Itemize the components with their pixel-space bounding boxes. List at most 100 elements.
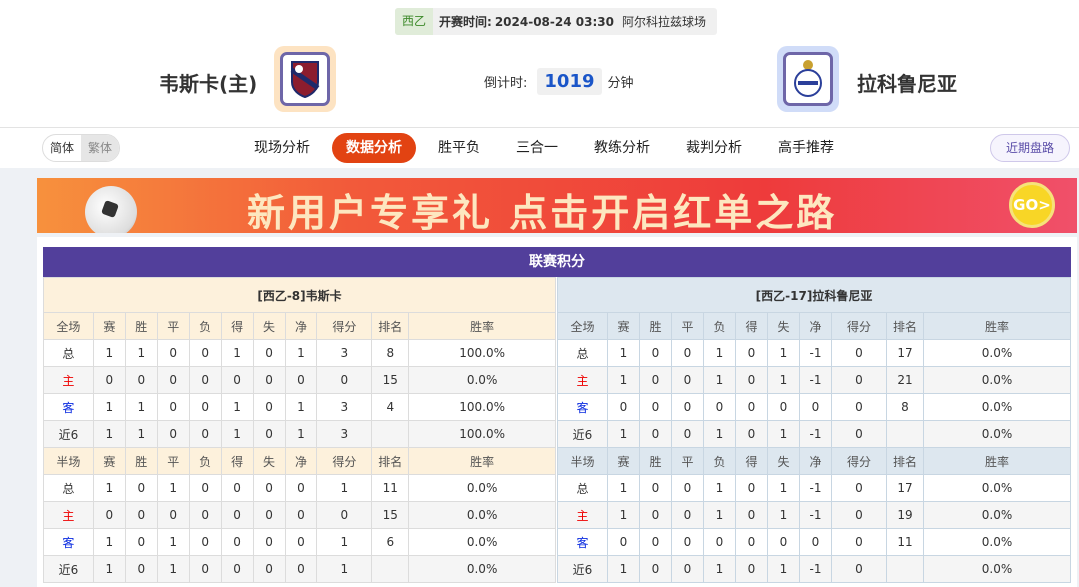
row-label: 主 <box>43 501 94 529</box>
cell: 0 <box>639 474 672 502</box>
tab-1[interactable]: 数据分析 <box>332 133 416 163</box>
cell: 0 <box>124 528 158 556</box>
cell: 0 <box>767 528 800 556</box>
row-label: 客 <box>43 393 94 421</box>
cell: 0 <box>735 393 768 421</box>
cell: 0.0% <box>408 474 556 502</box>
cell: 0.0% <box>923 420 1071 448</box>
row-label: 总 <box>43 474 94 502</box>
cell: 0.0% <box>408 366 556 394</box>
column-header: 负 <box>703 447 736 475</box>
row-label: 近6 <box>43 555 94 583</box>
table-row: 近6 1 0 0 1 0 1 -1 0 0.0% <box>557 555 1071 583</box>
column-header: 胜率 <box>923 312 1071 340</box>
cell: 0 <box>252 474 286 502</box>
cell: 1 <box>156 528 190 556</box>
cell: 0.0% <box>923 393 1071 421</box>
cell: -1 <box>799 501 832 529</box>
tab-3[interactable]: 三合一 <box>516 140 558 156</box>
cell: 1 <box>92 474 126 502</box>
cell: 0 <box>124 366 158 394</box>
cell: 0 <box>252 393 286 421</box>
cell: 0 <box>156 339 190 367</box>
cell: 0 <box>156 366 190 394</box>
cell: 1 <box>767 501 800 529</box>
column-header-row: 半场赛胜平负得失净得分 排名 胜率 <box>43 447 556 475</box>
cell: 1 <box>92 528 126 556</box>
cell: 1 <box>316 474 373 502</box>
column-header: 赛 <box>607 312 640 340</box>
table-row: 总 1 1 0 0 1 0 1 3 8 100.0% <box>43 339 556 367</box>
cell <box>886 555 924 583</box>
cell: 0 <box>639 555 672 583</box>
cell: 0 <box>831 366 887 394</box>
cell: 0.0% <box>923 474 1071 502</box>
cell: 0 <box>316 366 373 394</box>
cell <box>371 420 410 448</box>
column-header: 排名 <box>886 447 924 475</box>
away-team-name[interactable]: 拉科鲁尼亚 <box>857 72 957 96</box>
cell: 0 <box>831 555 887 583</box>
cell: 0 <box>220 474 254 502</box>
column-header-row: 全场赛胜平负得失净得分 排名 胜率 <box>43 312 556 340</box>
cell: 0.0% <box>923 501 1071 529</box>
nav-bar: 简体 繁体 现场分析 数据分析 胜平负 三合一 教练分析 裁判分析 高手推荐 近期盘路 <box>0 128 1079 168</box>
tab-5[interactable]: 裁判分析 <box>686 140 742 156</box>
row-label: 近6 <box>557 555 608 583</box>
cell: 0 <box>188 555 222 583</box>
cell <box>886 420 924 448</box>
cell: 3 <box>316 339 373 367</box>
table-row: 近6 1 0 1 0 0 0 0 1 0.0% <box>43 555 556 583</box>
cell: 21 <box>886 366 924 394</box>
cell: 0 <box>639 420 672 448</box>
cell: 1 <box>284 420 318 448</box>
cell: 0 <box>639 366 672 394</box>
cell: 0 <box>284 555 318 583</box>
column-header: 胜 <box>639 447 672 475</box>
go-button[interactable]: GO> <box>1009 182 1055 228</box>
cell: 1 <box>284 393 318 421</box>
promo-banner[interactable]: 新用户专享礼 点击开启红单之路 GO> <box>37 178 1077 233</box>
cell: 19 <box>886 501 924 529</box>
tab-2[interactable]: 胜平负 <box>438 140 480 156</box>
away-team-logo[interactable] <box>777 46 839 112</box>
table-row: 主 1 0 0 1 0 1 -1 0 19 0.0% <box>557 501 1071 529</box>
tab-6[interactable]: 高手推荐 <box>778 140 834 156</box>
column-header: 赛 <box>92 447 126 475</box>
cell: 1 <box>767 366 800 394</box>
row-label: 近6 <box>43 420 94 448</box>
cell: 0 <box>671 339 704 367</box>
kickoff-time: 2024-08-24 03:30 <box>494 14 614 29</box>
cell: 1 <box>284 339 318 367</box>
cell: 0 <box>703 528 736 556</box>
row-label: 总 <box>557 474 608 502</box>
cell: 0 <box>220 501 254 529</box>
cell: 0 <box>671 555 704 583</box>
column-header: 负 <box>703 312 736 340</box>
column-header: 排名 <box>371 447 410 475</box>
cell: 1 <box>316 528 373 556</box>
cell: 0 <box>124 501 158 529</box>
cell: 1 <box>767 420 800 448</box>
home-team-name[interactable]: 韦斯卡(主) <box>159 72 258 96</box>
cell: 0 <box>735 555 768 583</box>
cell: 17 <box>886 339 924 367</box>
lang-simplified[interactable]: 简体 <box>50 141 75 155</box>
analysis-tabs: 现场分析 数据分析 胜平负 三合一 教练分析 裁判分析 高手推荐 <box>240 133 856 163</box>
language-toggle[interactable]: 简体 繁体 <box>42 134 121 162</box>
lang-traditional[interactable]: 繁体 <box>81 135 120 161</box>
recent-handicap-button[interactable]: 近期盘路 <box>990 134 1071 162</box>
table-row: 总 1 0 1 0 0 0 0 1 11 0.0% <box>43 474 556 502</box>
league-badge[interactable]: 西乙 <box>395 8 434 35</box>
home-team-logo[interactable] <box>274 46 336 112</box>
section-label: 半场 <box>43 447 94 475</box>
cell: 0 <box>188 501 222 529</box>
cell: 0 <box>767 393 800 421</box>
cell: 0 <box>188 420 222 448</box>
tab-4[interactable]: 教练分析 <box>594 140 650 156</box>
cell: 0 <box>831 501 887 529</box>
tab-0[interactable]: 现场分析 <box>254 140 310 156</box>
cell: 1 <box>703 501 736 529</box>
table-row: 总 1 0 0 1 0 1 -1 0 17 0.0% <box>557 474 1071 502</box>
cell: 1 <box>607 501 640 529</box>
